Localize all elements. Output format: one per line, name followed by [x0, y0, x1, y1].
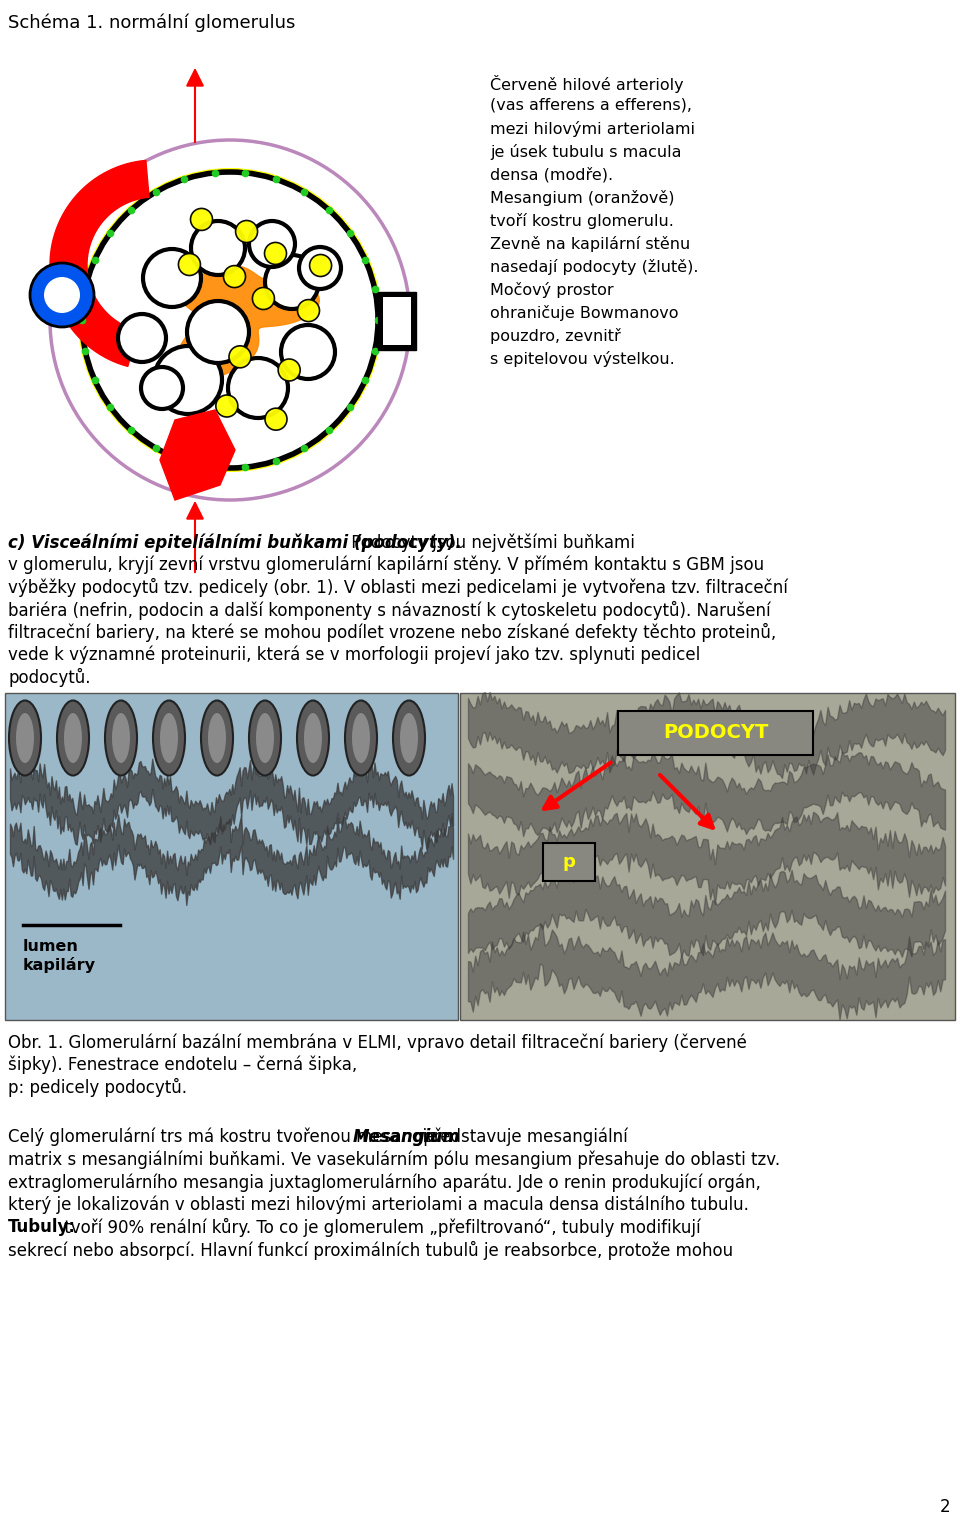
Circle shape: [141, 366, 183, 409]
Ellipse shape: [256, 713, 274, 763]
Circle shape: [82, 173, 378, 468]
Ellipse shape: [64, 713, 82, 763]
Ellipse shape: [304, 713, 322, 763]
Circle shape: [30, 263, 94, 327]
Ellipse shape: [345, 701, 377, 775]
Circle shape: [249, 221, 295, 266]
Ellipse shape: [297, 701, 329, 775]
Text: bariéra (nefrin, podocin a další komponenty s návazností k cytoskeletu podocytů): bariéra (nefrin, podocin a další kompone…: [8, 601, 771, 619]
Text: Mesangium (oranžově): Mesangium (oranžově): [490, 189, 675, 206]
Text: Obr. 1. Glomerulární bazální membrána v ELMI, vpravo detail filtraceční bariery : Obr. 1. Glomerulární bazální membrána v …: [8, 1033, 747, 1052]
Ellipse shape: [400, 713, 418, 763]
Text: filtraceční bariery, na které se mohou podílet vrozene nebo získané defekty těch: filtraceční bariery, na které se mohou p…: [8, 622, 777, 642]
Bar: [460, 693, 955, 1020]
Circle shape: [190, 209, 212, 230]
Ellipse shape: [352, 713, 370, 763]
Polygon shape: [160, 410, 235, 500]
Text: vede k významné proteinurii, která se v morfologii projeví jako tzv. splynuti pe: vede k významné proteinurii, která se v …: [8, 645, 700, 665]
Text: ohraničuje Bowmanovo: ohraničuje Bowmanovo: [490, 304, 679, 321]
Text: PODOCYT: PODOCYT: [662, 724, 768, 742]
Ellipse shape: [208, 713, 226, 763]
Bar: [5, 693, 458, 1020]
Circle shape: [309, 254, 331, 277]
Text: který je lokalizován v oblasti mezi hilovými arteriolami a macula densa distální: který je lokalizován v oblasti mezi hilo…: [8, 1196, 749, 1214]
Circle shape: [224, 265, 246, 288]
Ellipse shape: [160, 713, 178, 763]
Circle shape: [229, 345, 251, 368]
Circle shape: [187, 301, 249, 363]
Ellipse shape: [112, 713, 130, 763]
Circle shape: [265, 242, 286, 265]
Circle shape: [118, 313, 166, 362]
Text: výběžky podocytů tzv. pedicely (obr. 1). V oblasti mezi pedicelami je vytvořena : výběžky podocytů tzv. pedicely (obr. 1).…: [8, 578, 788, 597]
Text: s epitelovou výstelkou.: s epitelovou výstelkou.: [490, 351, 675, 366]
Text: tvoří 90% renální kůry. To co je glomerulem „přefiltrovanó“, tubuly modifikují: tvoří 90% renální kůry. To co je glomeru…: [60, 1217, 701, 1237]
Polygon shape: [177, 266, 320, 380]
Text: Celý glomerulární trs má kostru tvořenou mesangiem.: Celý glomerulární trs má kostru tvořenou…: [8, 1128, 464, 1146]
Circle shape: [154, 347, 222, 413]
Text: (vas afferens a efferens),: (vas afferens a efferens),: [490, 98, 692, 114]
Circle shape: [44, 277, 80, 313]
Text: Schéma 1. normální glomerulus: Schéma 1. normální glomerulus: [8, 14, 296, 32]
Circle shape: [265, 254, 319, 309]
Ellipse shape: [393, 701, 425, 775]
Text: p: pedicely podocytů.: p: pedicely podocytů.: [8, 1078, 187, 1098]
Text: Zevně na kapilární stěnu: Zevně na kapilární stěnu: [490, 236, 690, 251]
Ellipse shape: [201, 701, 233, 775]
Bar: [618, 712, 813, 755]
Text: podocytů.: podocytů.: [8, 668, 90, 687]
Circle shape: [278, 359, 300, 382]
Ellipse shape: [249, 701, 281, 775]
Text: Tubuly:: Tubuly:: [8, 1217, 76, 1235]
Circle shape: [216, 395, 238, 416]
Ellipse shape: [57, 701, 89, 775]
Text: Podocyty jsou největšími buňkami: Podocyty jsou největšími buňkami: [347, 533, 636, 551]
Polygon shape: [50, 160, 149, 366]
Ellipse shape: [105, 701, 137, 775]
Bar: [543, 843, 595, 881]
Text: lumen
kapiláry: lumen kapiláry: [23, 939, 96, 972]
Text: densa (modře).: densa (modře).: [490, 167, 613, 183]
Bar: [383, 297, 411, 345]
Text: nasedají podocyty (žlutě).: nasedají podocyty (žlutě).: [490, 259, 699, 276]
Text: šipky). Fenestrace endotelu – černá šipka,: šipky). Fenestrace endotelu – černá šipk…: [8, 1055, 357, 1073]
Text: tvoří kostru glomerulu.: tvoří kostru glomerulu.: [490, 213, 674, 229]
Ellipse shape: [9, 701, 41, 775]
Ellipse shape: [153, 701, 185, 775]
Text: p: p: [563, 852, 575, 871]
Text: 2: 2: [940, 1497, 950, 1514]
Circle shape: [191, 221, 245, 276]
Text: Červeně hilové arterioly: Červeně hilové arterioly: [490, 76, 684, 92]
Text: extraglomerulárního mesangia juxtaglomerulárního aparátu. Jde o renin produkujíc: extraglomerulárního mesangia juxtaglomer…: [8, 1173, 761, 1192]
Circle shape: [252, 288, 275, 309]
Bar: [378, 292, 416, 350]
Text: sekrecí nebo absorpcí. Hlavní funkcí proximálních tubulů je reabsorbce, protože : sekrecí nebo absorpcí. Hlavní funkcí pro…: [8, 1240, 733, 1260]
Text: mezi hilovými arteriolami: mezi hilovými arteriolami: [490, 121, 695, 136]
Circle shape: [78, 168, 382, 472]
Circle shape: [281, 326, 335, 378]
Circle shape: [143, 248, 201, 307]
Text: představuje mesangiální: představuje mesangiální: [418, 1128, 628, 1146]
Text: pouzdro, zevnitř: pouzdro, zevnitř: [490, 329, 621, 344]
Ellipse shape: [16, 713, 34, 763]
Circle shape: [235, 221, 257, 242]
Circle shape: [298, 300, 320, 321]
Circle shape: [179, 253, 201, 276]
Text: je úsek tubulu s macula: je úsek tubulu s macula: [490, 144, 682, 160]
Circle shape: [299, 247, 341, 289]
Text: Mesangium: Mesangium: [352, 1128, 460, 1146]
Circle shape: [228, 357, 288, 418]
Text: v glomerulu, kryjí zevní vrstvu glomerulární kapilární stěny. V přímém kontaktu : v glomerulu, kryjí zevní vrstvu glomerul…: [8, 556, 764, 574]
Text: Močový prostor: Močový prostor: [490, 282, 613, 298]
Circle shape: [265, 409, 287, 430]
Text: c) Visceálními epitelíálními buňkami (podocyty).: c) Visceálními epitelíálními buňkami (po…: [8, 533, 462, 551]
Text: matrix s mesangiálními buňkami. Ve vasekulárním pólu mesangium přesahuje do obla: matrix s mesangiálními buňkami. Ve vasek…: [8, 1151, 780, 1169]
